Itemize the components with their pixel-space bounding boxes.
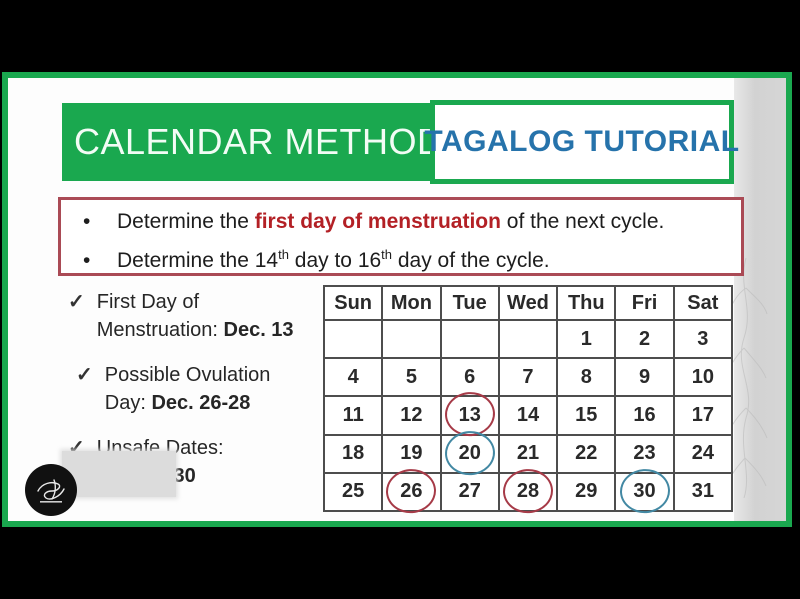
page-subtitle: TAGALOG TUTORIAL	[424, 100, 739, 184]
calendar-week-1: 1 2 3	[322, 318, 734, 360]
calendar-day: 23	[614, 433, 675, 474]
checkmark-icon: ✓	[68, 291, 85, 313]
page-title: CALENDAR METHOD	[62, 103, 443, 181]
calendar-day: 29	[556, 471, 617, 513]
logo-monogram-icon	[37, 479, 65, 503]
calendar-day: 25	[322, 471, 384, 513]
calendar-day: 2	[614, 318, 675, 360]
calendar-day: 11	[322, 395, 384, 436]
branches-texture-icon	[724, 258, 768, 498]
bullet-icon: •	[83, 249, 91, 272]
instruction-bullet-2: • Determine the 14th day to 16th day of …	[83, 238, 741, 277]
calendar-day: 24	[672, 433, 734, 474]
instructions-box: • Determine the first day of menstruatio…	[58, 197, 744, 276]
calendar-day: 18	[322, 433, 384, 474]
calendar-header-tue: Tue	[439, 285, 500, 321]
calendar-header-fri: Fri	[614, 285, 675, 321]
slide: CALENDAR METHOD TAGALOG TUTORIAL • Deter…	[2, 72, 792, 527]
calendar-day: 15	[556, 395, 617, 436]
calendar-header-sun: Sun	[322, 285, 384, 321]
calendar-table: Sun Mon Tue Wed Thu Fri Sat	[322, 285, 734, 515]
checklist-item-first-day: ✓ First Day of Menstruation: Dec. 13	[68, 288, 294, 344]
blurred-watermark	[62, 451, 176, 497]
calendar-day: 16	[614, 395, 675, 436]
calendar-day: 22	[556, 433, 617, 474]
checkmark-icon: ✓	[76, 364, 93, 386]
calendar-day: 17	[672, 395, 734, 436]
calendar-day: 19	[381, 433, 442, 474]
instruction-2-text: Determine the 14th day to 16th day of th…	[117, 247, 550, 272]
calendar-day: 8	[556, 357, 617, 398]
calendar-day: 6	[439, 357, 500, 398]
calendar-day	[439, 318, 500, 360]
calendar-day: 31	[672, 471, 734, 513]
calendar-day	[322, 318, 384, 360]
calendar-week-5: 25 26 27 28 29 30 31	[322, 467, 734, 515]
calendar-day: 21	[497, 433, 559, 474]
calendar-day: 3	[672, 318, 734, 360]
calendar-header-thu: Thu	[556, 285, 617, 321]
page-title-text: CALENDAR METHOD	[74, 121, 444, 162]
bullet-icon: •	[83, 210, 91, 233]
creator-logo	[25, 464, 77, 516]
calendar-day: 10	[672, 357, 734, 398]
calendar-day: 12	[381, 395, 442, 436]
calendar-day: 14	[497, 395, 559, 436]
calendar-day-circled-30: 30	[614, 467, 675, 515]
calendar-header-wed: Wed	[497, 285, 559, 321]
instruction-bullet-1: • Determine the first day of menstruatio…	[83, 205, 741, 238]
calendar-header-mon: Mon	[381, 285, 442, 321]
calendar-day-circled-26: 26	[381, 467, 442, 515]
slide-content: CALENDAR METHOD TAGALOG TUTORIAL • Deter…	[8, 78, 786, 521]
calendar-day: 4	[322, 357, 384, 398]
checklist-item-text: First Day of Menstruation: Dec. 13	[96, 291, 294, 341]
calendar-day-circled-13: 13	[439, 390, 500, 439]
calendar-day: 7	[497, 357, 559, 398]
instruction-1-text: Determine the first day of menstruation …	[117, 210, 665, 233]
checklist-item-text: Possible Ovulation Day: Dec. 26-28	[104, 364, 271, 414]
calendar-week-2: 4 5 6 7 8 9 10	[322, 357, 734, 398]
calendar-header-row: Sun Mon Tue Wed Thu Fri Sat	[322, 285, 734, 321]
calendar-day	[497, 318, 559, 360]
calendar-day	[381, 318, 442, 360]
calendar-day: 27	[439, 471, 500, 513]
calendar-day-circled-28: 28	[497, 467, 559, 515]
calendar-day: 1	[556, 318, 617, 360]
highlight-first-day: first day of menstruation	[254, 210, 501, 233]
calendar-day: 5	[381, 357, 442, 398]
calendar-week-3: 11 12 13 14 15 16 17	[322, 390, 734, 439]
calendar-header-sat: Sat	[672, 285, 734, 321]
calendar-day-circled-20: 20	[439, 429, 500, 477]
background-strip	[724, 78, 786, 521]
calendar-day: 9	[614, 357, 675, 398]
page-subtitle-text: TAGALOG TUTORIAL	[424, 125, 740, 158]
calendar-week-4: 18 19 20 21 22 23 24	[322, 429, 734, 477]
checklist-item-ovulation: ✓ Possible Ovulation Day: Dec. 26-28	[76, 361, 270, 417]
